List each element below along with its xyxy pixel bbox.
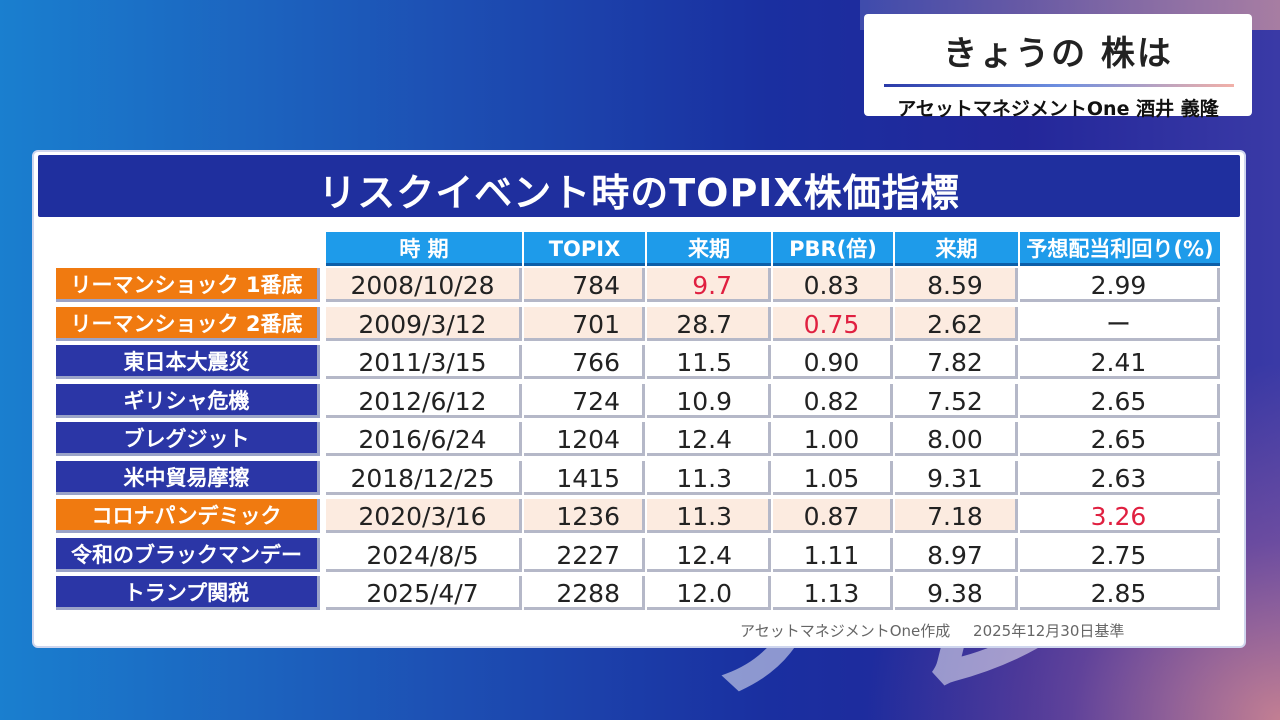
table-cell: 1.13 bbox=[773, 576, 893, 610]
table-cell: 701 bbox=[524, 306, 645, 341]
table-cell: 2.63 bbox=[1020, 460, 1220, 495]
table-cell: 1236 bbox=[524, 499, 645, 533]
table-cell: 2.62 bbox=[895, 306, 1018, 341]
header-divider bbox=[884, 84, 1234, 87]
table-cell: 2008/10/28 bbox=[326, 268, 522, 302]
table-cell: 12.4 bbox=[647, 422, 771, 456]
table-cell: 2024/8/5 bbox=[326, 537, 522, 572]
table-cell: 12.4 bbox=[647, 537, 771, 572]
table-cell: 9.7 bbox=[647, 268, 771, 302]
table-cell: 0.82 bbox=[773, 383, 893, 418]
table-cell: 1.11 bbox=[773, 537, 893, 572]
row-label: 米中貿易摩擦 bbox=[56, 460, 320, 495]
table-cell: 2016/6/24 bbox=[326, 422, 522, 456]
row-label: コロナパンデミック bbox=[56, 499, 320, 533]
col-header-roe: 来期ROE(%) bbox=[895, 232, 1018, 295]
table-cell: 1415 bbox=[524, 460, 645, 495]
row-label: リーマンショック 2番底 bbox=[56, 306, 320, 341]
table-cell: 0.87 bbox=[773, 499, 893, 533]
row-label: 令和のブラックマンデー bbox=[56, 537, 320, 572]
table-cell: 3.26 bbox=[1020, 499, 1220, 533]
table-cell: 8.00 bbox=[895, 422, 1018, 456]
table-cell: 2.41 bbox=[1020, 345, 1220, 379]
footnote-source: アセットマネジメントOne作成 bbox=[740, 622, 951, 640]
table-cell: 2.65 bbox=[1020, 422, 1220, 456]
row-label: ブレグジット bbox=[56, 422, 320, 456]
table-cell: 12.0 bbox=[647, 576, 771, 610]
table-cell: 7.82 bbox=[895, 345, 1018, 379]
col-header-per: 来期PER(倍) bbox=[647, 232, 771, 295]
program-header-card: きょうの 株は アセットマネジメントOne 酒井 義隆 bbox=[864, 14, 1252, 120]
table-cell: 2227 bbox=[524, 537, 645, 572]
guest-name: アセットマネジメントOne 酒井 義隆 bbox=[897, 98, 1219, 120]
row-label: トランプ関税 bbox=[56, 576, 320, 610]
table-cell: 9.31 bbox=[895, 460, 1018, 495]
table-cell: 8.59 bbox=[895, 268, 1018, 302]
table-cell: 2.85 bbox=[1020, 576, 1220, 610]
table-cell: 724 bbox=[524, 383, 645, 418]
table-cell: 2020/3/16 bbox=[326, 499, 522, 533]
table-cell: 2025/4/7 bbox=[326, 576, 522, 610]
table-cell: 10.9 bbox=[647, 383, 771, 418]
table-cell: 0.75 bbox=[773, 306, 893, 341]
table-cell: 2288 bbox=[524, 576, 645, 610]
row-label: 東日本大震災 bbox=[56, 345, 320, 379]
table-cell: 766 bbox=[524, 345, 645, 379]
table-cell: 2018/12/25 bbox=[326, 460, 522, 495]
table-cell: 2.65 bbox=[1020, 383, 1220, 418]
table-cell: 2.75 bbox=[1020, 537, 1220, 572]
table-cell: ー bbox=[1020, 306, 1220, 341]
footnote: アセットマネジメントOne作成 2025年12月30日基準 bbox=[740, 620, 1124, 641]
table-cell: 8.97 bbox=[895, 537, 1018, 572]
footnote-date: 2025年12月30日基準 bbox=[973, 622, 1125, 640]
col-header-period: 時 期 bbox=[326, 232, 522, 266]
panel-title: リスクイベント時のTOPIX株価指標 bbox=[318, 171, 960, 215]
table-cell: 11.5 bbox=[647, 345, 771, 379]
col-header-pbr: PBR(倍) bbox=[773, 232, 893, 266]
table-cell: 0.83 bbox=[773, 268, 893, 302]
table-cell: 2011/3/15 bbox=[326, 345, 522, 379]
row-label: リーマンショック 1番底 bbox=[56, 268, 320, 302]
table-cell: 784 bbox=[524, 268, 645, 302]
col-header-dividend-yield: 予想配当利回り(%) bbox=[1020, 232, 1220, 266]
table-cell: 9.38 bbox=[895, 576, 1018, 610]
panel-title-bar: リスクイベント時のTOPIX株価指標 bbox=[38, 155, 1240, 217]
table-cell: 0.90 bbox=[773, 345, 893, 379]
table-cell: 11.3 bbox=[647, 499, 771, 533]
col-header-topix: TOPIX bbox=[524, 232, 645, 266]
table-cell: 2009/3/12 bbox=[326, 306, 522, 341]
table-cell: 28.7 bbox=[647, 306, 771, 341]
table-cell: 7.52 bbox=[895, 383, 1018, 418]
table-cell: 1.05 bbox=[773, 460, 893, 495]
table-cell: 2012/6/12 bbox=[326, 383, 522, 418]
table-cell: 1.00 bbox=[773, 422, 893, 456]
table-cell: 7.18 bbox=[895, 499, 1018, 533]
table-cell: 1204 bbox=[524, 422, 645, 456]
table-cell: 2.99 bbox=[1020, 268, 1220, 302]
program-title: きょうの 株は bbox=[943, 34, 1173, 74]
table-cell: 11.3 bbox=[647, 460, 771, 495]
row-label: ギリシャ危機 bbox=[56, 383, 320, 418]
